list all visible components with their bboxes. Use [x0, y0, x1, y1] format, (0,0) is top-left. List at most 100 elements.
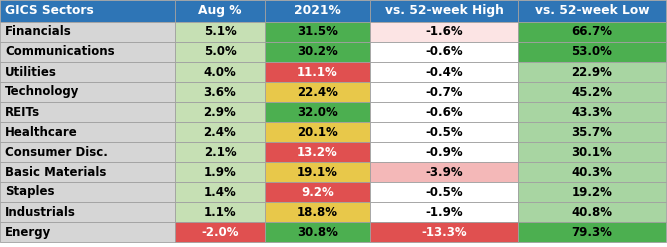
Text: 2.9%: 2.9% [203, 105, 236, 119]
Text: 1.1%: 1.1% [203, 206, 236, 219]
Text: -0.5%: -0.5% [425, 125, 463, 139]
Text: 40.8%: 40.8% [572, 206, 612, 219]
Bar [175, 102, 265, 122]
Bar [265, 122, 370, 142]
Text: Healthcare: Healthcare [5, 125, 78, 139]
Bar [0, 122, 175, 142]
Text: Communications: Communications [5, 45, 115, 59]
Bar [0, 182, 175, 202]
Bar [175, 142, 265, 162]
Text: 13.2%: 13.2% [297, 145, 338, 159]
Bar [518, 102, 666, 122]
Text: -0.4%: -0.4% [425, 65, 463, 79]
Bar [175, 0, 265, 22]
Bar [0, 102, 175, 122]
Text: 2.1%: 2.1% [203, 145, 236, 159]
Text: 2021%: 2021% [294, 4, 341, 18]
Bar [0, 42, 175, 62]
Text: -0.9%: -0.9% [425, 145, 463, 159]
Bar [265, 202, 370, 222]
Bar [175, 22, 265, 42]
Text: 19.2%: 19.2% [572, 185, 612, 199]
Bar [370, 202, 518, 222]
Text: Staples: Staples [5, 185, 55, 199]
Bar [265, 162, 370, 182]
Text: GICS Sectors: GICS Sectors [5, 4, 94, 18]
Text: Technology: Technology [5, 85, 79, 99]
Bar [175, 42, 265, 62]
Bar [518, 142, 666, 162]
Text: 20.1%: 20.1% [297, 125, 338, 139]
Bar [265, 82, 370, 102]
Bar [518, 122, 666, 142]
Text: 5.1%: 5.1% [203, 25, 236, 39]
Bar [175, 82, 265, 102]
Bar [0, 222, 175, 242]
Text: 30.2%: 30.2% [297, 45, 338, 59]
Text: REITs: REITs [5, 105, 40, 119]
Text: 19.1%: 19.1% [297, 165, 338, 179]
Text: 1.4%: 1.4% [203, 185, 236, 199]
Bar [370, 122, 518, 142]
Bar [518, 42, 666, 62]
Text: 66.7%: 66.7% [572, 25, 612, 39]
Bar [265, 102, 370, 122]
Text: -0.6%: -0.6% [425, 45, 463, 59]
Bar [265, 222, 370, 242]
Bar [265, 62, 370, 82]
Bar [0, 142, 175, 162]
Text: -1.6%: -1.6% [425, 25, 463, 39]
Text: -3.9%: -3.9% [425, 165, 463, 179]
Bar [370, 222, 518, 242]
Bar [265, 142, 370, 162]
Text: 30.8%: 30.8% [297, 226, 338, 239]
Bar [370, 82, 518, 102]
Bar [175, 182, 265, 202]
Text: 5.0%: 5.0% [203, 45, 236, 59]
Bar [175, 202, 265, 222]
Text: -0.5%: -0.5% [425, 185, 463, 199]
Text: Energy: Energy [5, 226, 51, 239]
Text: vs. 52-week High: vs. 52-week High [385, 4, 504, 18]
Bar [370, 182, 518, 202]
Text: 35.7%: 35.7% [572, 125, 612, 139]
Text: 45.2%: 45.2% [572, 85, 612, 99]
Text: 1.9%: 1.9% [203, 165, 236, 179]
Text: 4.0%: 4.0% [203, 65, 236, 79]
Text: 3.6%: 3.6% [203, 85, 236, 99]
Bar [370, 0, 518, 22]
Bar [518, 162, 666, 182]
Text: 31.5%: 31.5% [297, 25, 338, 39]
Bar [0, 0, 175, 22]
Bar [0, 162, 175, 182]
Text: 32.0%: 32.0% [297, 105, 338, 119]
Text: -1.9%: -1.9% [425, 206, 463, 219]
Text: Utilities: Utilities [5, 65, 57, 79]
Bar [175, 222, 265, 242]
Bar [265, 22, 370, 42]
Bar [0, 22, 175, 42]
Text: 11.1%: 11.1% [297, 65, 338, 79]
Text: Industrials: Industrials [5, 206, 76, 219]
Bar [0, 62, 175, 82]
Text: 22.9%: 22.9% [572, 65, 612, 79]
Bar [370, 42, 518, 62]
Text: 9.2%: 9.2% [301, 185, 334, 199]
Bar [175, 122, 265, 142]
Text: 22.4%: 22.4% [297, 85, 338, 99]
Text: -0.7%: -0.7% [426, 85, 463, 99]
Text: 2.4%: 2.4% [203, 125, 236, 139]
Text: Consumer Disc.: Consumer Disc. [5, 145, 108, 159]
Bar [518, 222, 666, 242]
Bar [265, 0, 370, 22]
Bar [518, 0, 666, 22]
Bar [0, 82, 175, 102]
Bar [265, 182, 370, 202]
Text: 79.3%: 79.3% [572, 226, 612, 239]
Text: -0.6%: -0.6% [425, 105, 463, 119]
Text: 40.3%: 40.3% [572, 165, 612, 179]
Bar [370, 102, 518, 122]
Bar [370, 62, 518, 82]
Bar [518, 82, 666, 102]
Bar [370, 22, 518, 42]
